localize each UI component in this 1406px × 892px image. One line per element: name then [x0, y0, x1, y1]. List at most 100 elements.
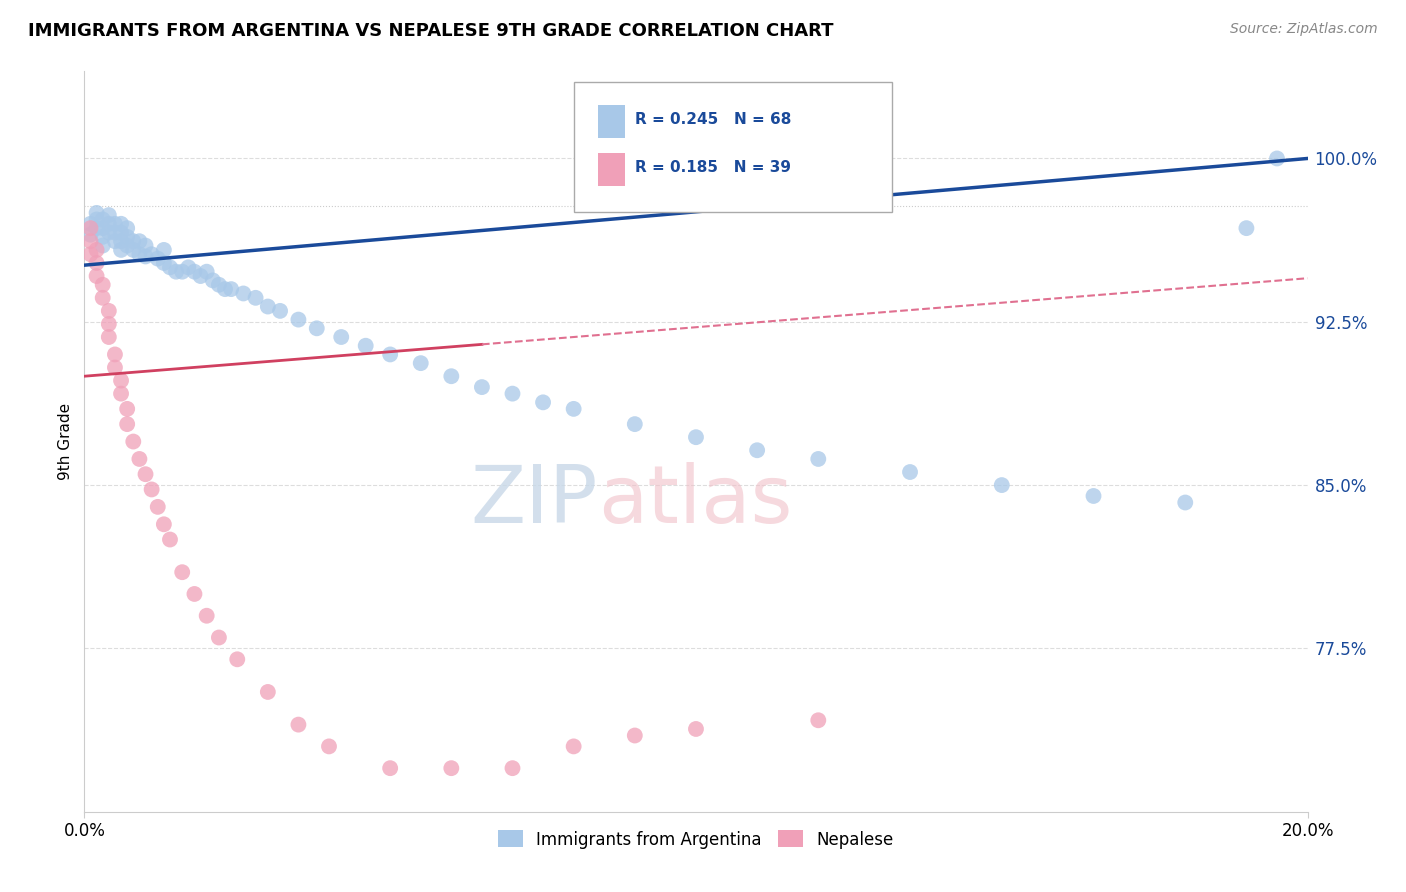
Text: R = 0.245   N = 68: R = 0.245 N = 68 — [636, 112, 792, 127]
Point — [226, 652, 249, 666]
Point — [190, 268, 212, 283]
Point — [97, 317, 120, 331]
Point — [115, 221, 138, 235]
Point — [471, 380, 494, 394]
Point — [86, 243, 108, 257]
Point — [409, 356, 432, 370]
Point — [110, 386, 132, 401]
Point — [86, 268, 108, 283]
Point — [172, 565, 194, 579]
Point — [146, 500, 169, 514]
Point — [115, 401, 138, 416]
Bar — [598, 104, 626, 138]
Text: Source: ZipAtlas.com: Source: ZipAtlas.com — [1230, 22, 1378, 37]
Point — [318, 739, 340, 754]
Point — [257, 685, 280, 699]
Text: R = 0.185   N = 39: R = 0.185 N = 39 — [636, 160, 790, 175]
Point — [110, 243, 132, 257]
Point — [159, 260, 181, 275]
Point — [104, 347, 127, 361]
Point — [128, 247, 150, 261]
Point — [79, 217, 101, 231]
Point — [624, 729, 647, 743]
Point — [115, 417, 138, 431]
Point — [91, 238, 114, 252]
Point — [104, 234, 127, 248]
Point — [146, 252, 169, 266]
Point — [257, 300, 280, 314]
Point — [153, 256, 176, 270]
Point — [380, 761, 402, 775]
Point — [232, 286, 254, 301]
Point — [110, 226, 132, 240]
Point — [562, 739, 585, 754]
Point — [104, 226, 127, 240]
Point — [91, 212, 114, 227]
Point — [219, 282, 242, 296]
Point — [79, 234, 101, 248]
Point — [1174, 495, 1197, 509]
Point — [1083, 489, 1105, 503]
Point — [122, 234, 145, 248]
Point — [97, 226, 120, 240]
Point — [115, 230, 138, 244]
Point — [201, 273, 224, 287]
Point — [97, 217, 120, 231]
Point — [86, 221, 108, 235]
Point — [685, 430, 707, 444]
Point — [141, 483, 163, 497]
Point — [287, 312, 309, 326]
Point — [86, 212, 108, 227]
Y-axis label: 9th Grade: 9th Grade — [58, 403, 73, 480]
Point — [245, 291, 267, 305]
Point — [122, 434, 145, 449]
Point — [110, 374, 132, 388]
Point — [287, 717, 309, 731]
Point — [183, 587, 205, 601]
Point — [91, 277, 114, 292]
Point — [97, 304, 120, 318]
Text: atlas: atlas — [598, 462, 793, 540]
Point — [214, 282, 236, 296]
Point — [91, 221, 114, 235]
Point — [1265, 152, 1288, 166]
Point — [502, 386, 524, 401]
Point — [86, 256, 108, 270]
Point — [128, 234, 150, 248]
Point — [354, 339, 377, 353]
Point — [159, 533, 181, 547]
Point — [91, 230, 114, 244]
FancyBboxPatch shape — [574, 82, 891, 212]
Point — [86, 206, 108, 220]
Point — [991, 478, 1014, 492]
Point — [807, 452, 830, 467]
Legend: Immigrants from Argentina, Nepalese: Immigrants from Argentina, Nepalese — [491, 823, 901, 855]
Point — [440, 369, 463, 384]
Point — [172, 265, 194, 279]
Point — [79, 247, 101, 261]
Point — [97, 208, 120, 222]
Point — [807, 713, 830, 727]
Point — [562, 401, 585, 416]
Point — [208, 631, 231, 645]
Point — [177, 260, 200, 275]
Point — [165, 265, 187, 279]
Point — [153, 517, 176, 532]
Point — [624, 417, 647, 431]
Point — [183, 265, 205, 279]
Point — [195, 265, 218, 279]
Point — [122, 243, 145, 257]
Bar — [598, 153, 626, 186]
Point — [79, 221, 101, 235]
Point — [380, 347, 402, 361]
Text: ZIP: ZIP — [471, 462, 598, 540]
Point — [747, 443, 769, 458]
Point — [115, 238, 138, 252]
Point — [110, 217, 132, 231]
Point — [135, 467, 157, 482]
Text: IMMIGRANTS FROM ARGENTINA VS NEPALESE 9TH GRADE CORRELATION CHART: IMMIGRANTS FROM ARGENTINA VS NEPALESE 9T… — [28, 22, 834, 40]
Point — [91, 291, 114, 305]
Point — [305, 321, 328, 335]
Point — [195, 608, 218, 623]
Point — [135, 250, 157, 264]
